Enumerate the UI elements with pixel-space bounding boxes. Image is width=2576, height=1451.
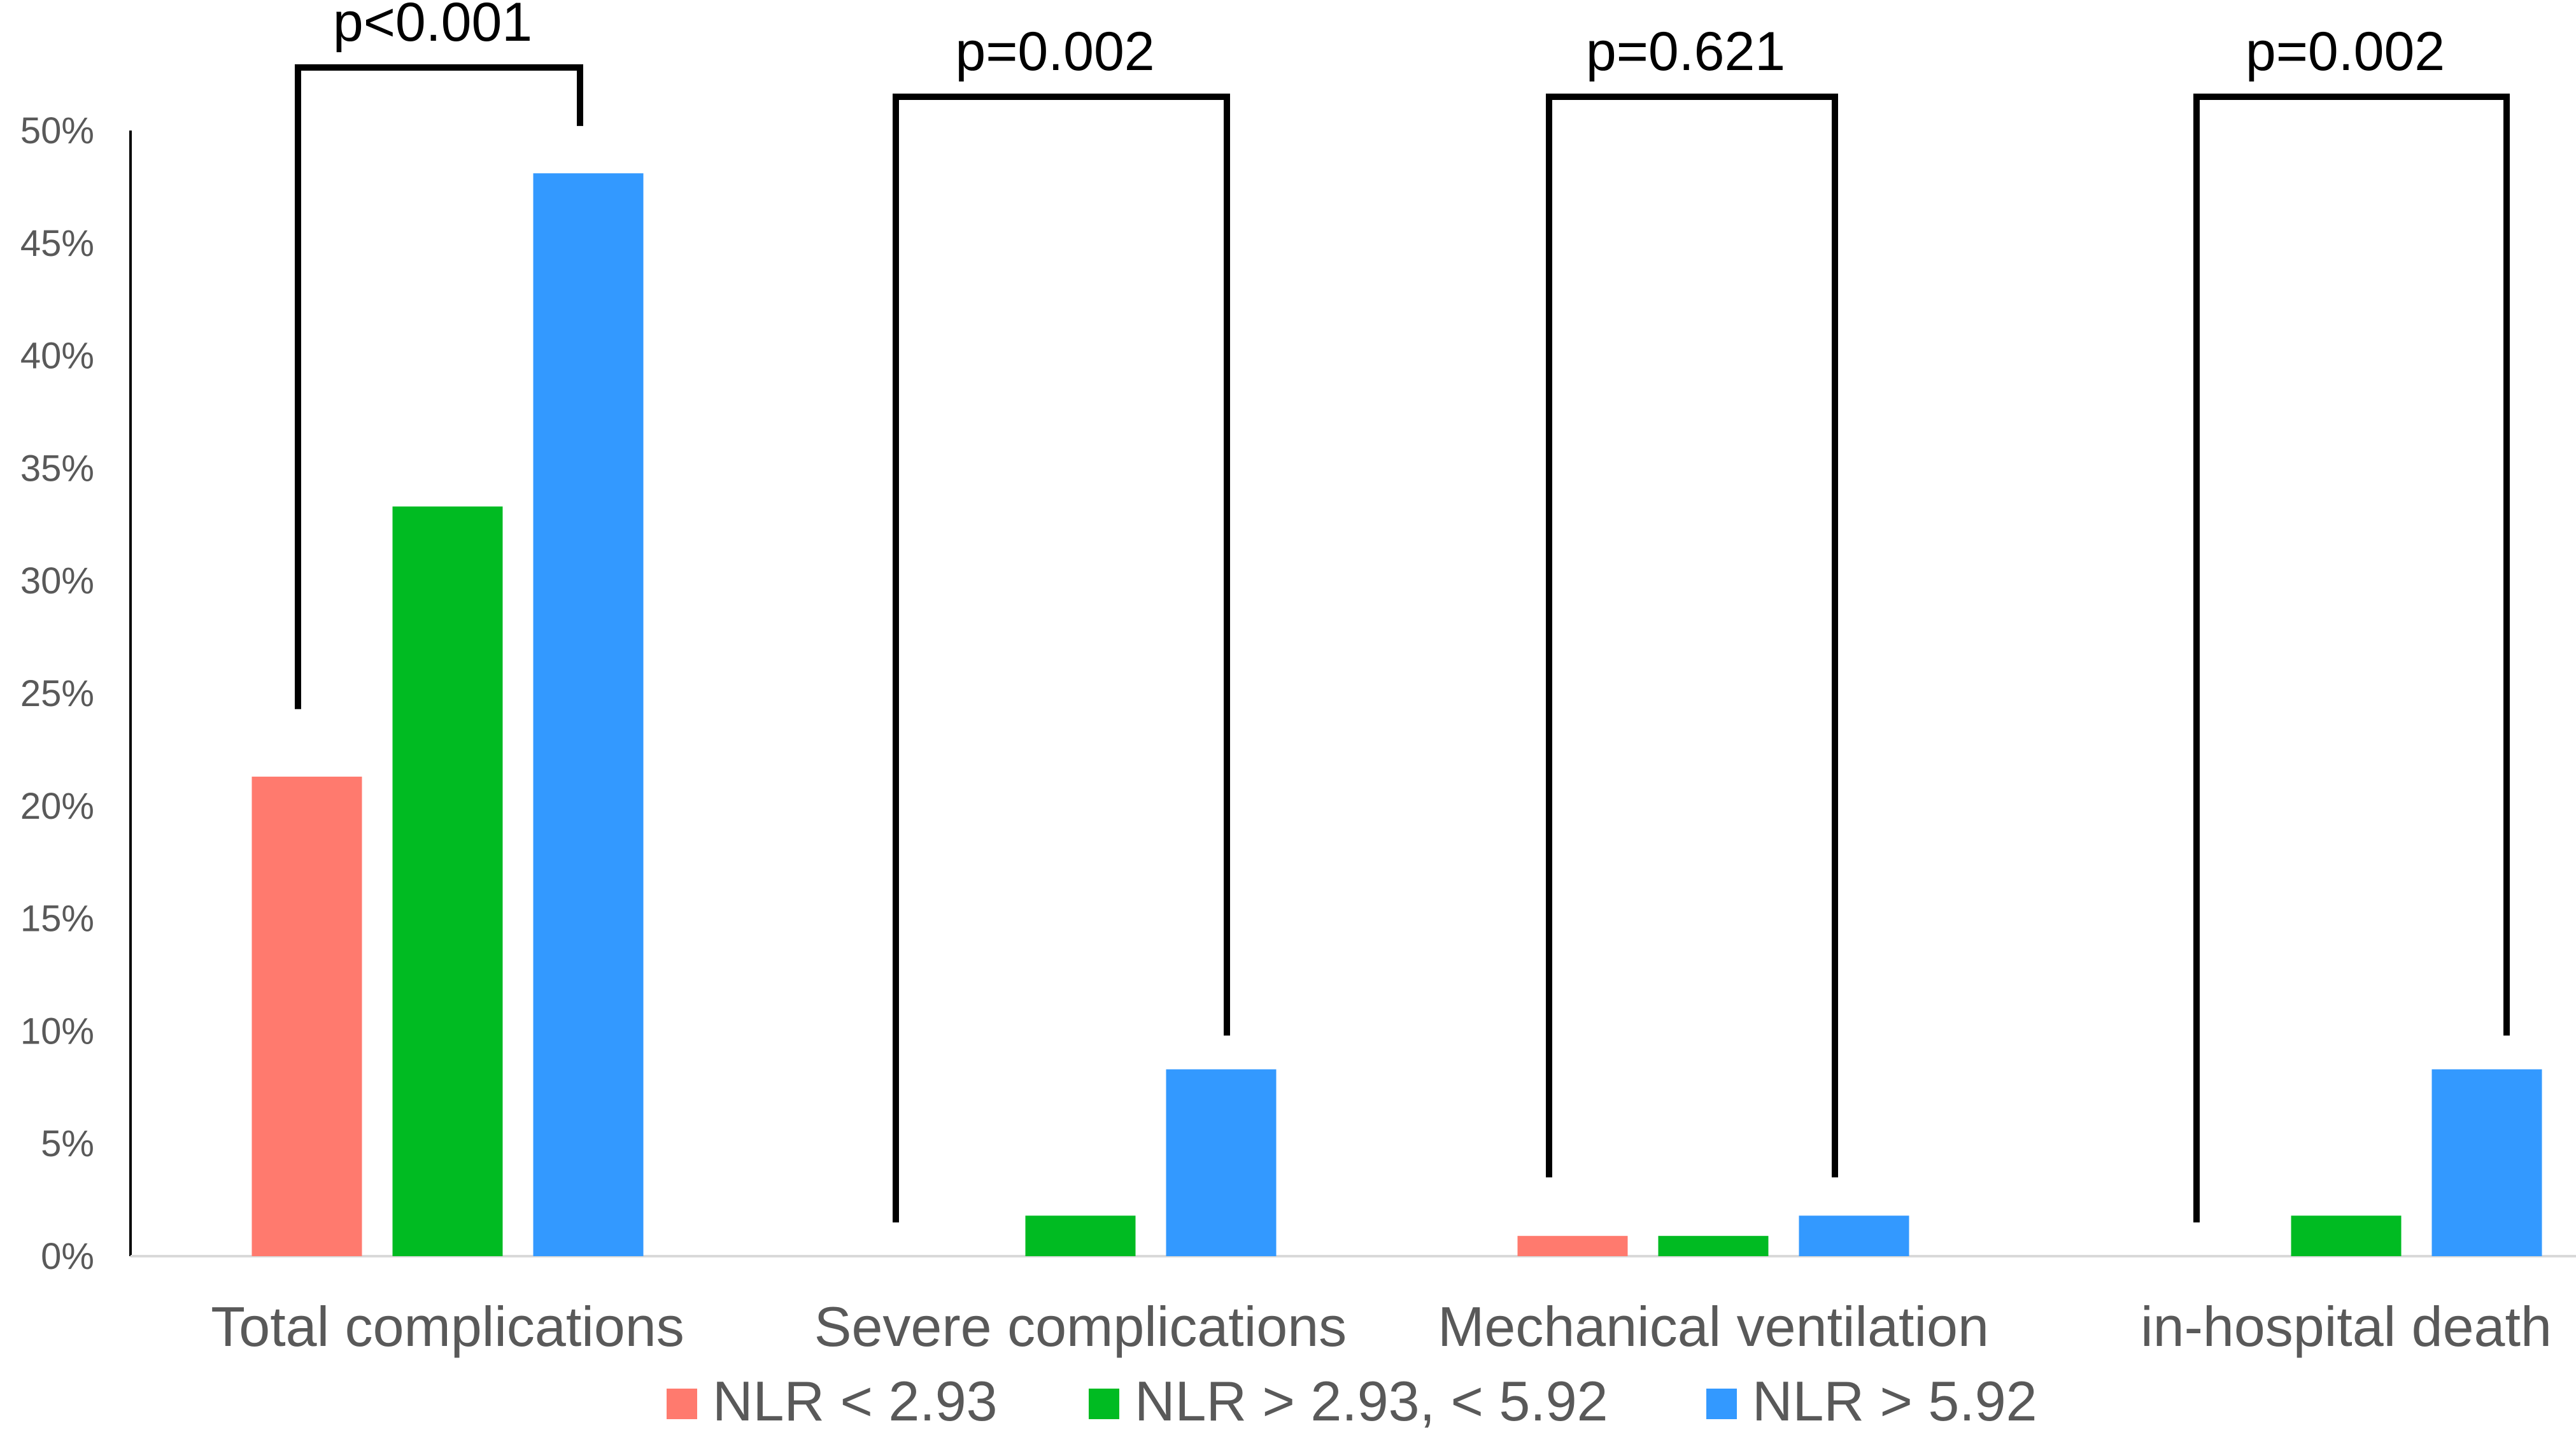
bar <box>1799 1215 1909 1256</box>
legend-label: NLR > 2.93, < 5.92 <box>1135 1370 1608 1433</box>
bar <box>2431 1069 2542 1256</box>
p-value-label: p=0.002 <box>955 21 1154 82</box>
x-category-label: Total complications <box>211 1295 684 1358</box>
axis-layer: 0% 5% 10% 15% 20% 25% 30% 35% 40% 45% 50% <box>20 110 2576 1277</box>
y-tick-label: 40% <box>20 336 94 377</box>
significance-bracket <box>295 64 583 709</box>
legend-label: NLR > 5.92 <box>1752 1370 2037 1433</box>
bar <box>533 173 644 1257</box>
bar <box>1517 1236 1628 1256</box>
significance-bracket <box>893 93 1230 1222</box>
bar <box>1166 1069 1277 1256</box>
p-value-label: p=0.621 <box>1586 21 1785 82</box>
legend-layer: NLR < 2.93 NLR > 2.93, < 5.92 NLR > 5.92 <box>667 1370 2037 1433</box>
legend-label: NLR < 2.93 <box>712 1370 998 1433</box>
y-tick-label: 5% <box>41 1123 94 1164</box>
y-tick-label: 35% <box>20 448 94 489</box>
significance-bracket <box>1546 93 1838 1178</box>
y-tick-label: 0% <box>41 1236 94 1277</box>
y-tick-label: 45% <box>20 223 94 264</box>
bar <box>392 506 503 1257</box>
legend-swatch <box>667 1389 697 1419</box>
y-tick-label: 20% <box>20 786 94 827</box>
x-category-label: Mechanical ventilation <box>1438 1295 1989 1358</box>
legend-swatch <box>1706 1389 1737 1419</box>
legend-swatch <box>1089 1389 1119 1419</box>
y-tick-label: 30% <box>20 560 94 602</box>
bar <box>1658 1236 1769 1256</box>
y-tick-label: 50% <box>20 110 94 152</box>
bar-layer <box>251 173 2542 1257</box>
annotation-layer: p<0.001 p=0.002 p=0.621 p=0.002 <box>295 0 2510 1222</box>
p-value-label: p=0.002 <box>2246 21 2445 82</box>
bar <box>1025 1215 1136 1256</box>
label-layer: Total complications Severe complications M… <box>211 1295 2552 1358</box>
x-category-label: in-hospital death <box>2141 1295 2552 1358</box>
significance-bracket <box>2193 93 2510 1222</box>
y-tick-label: 15% <box>20 898 94 940</box>
y-tick-label: 10% <box>20 1010 94 1052</box>
bar <box>2291 1215 2402 1256</box>
bar <box>251 776 362 1256</box>
y-tick-label: 25% <box>20 673 94 714</box>
p-value-label: p<0.001 <box>333 0 532 53</box>
x-category-label: Severe complications <box>814 1295 1347 1358</box>
